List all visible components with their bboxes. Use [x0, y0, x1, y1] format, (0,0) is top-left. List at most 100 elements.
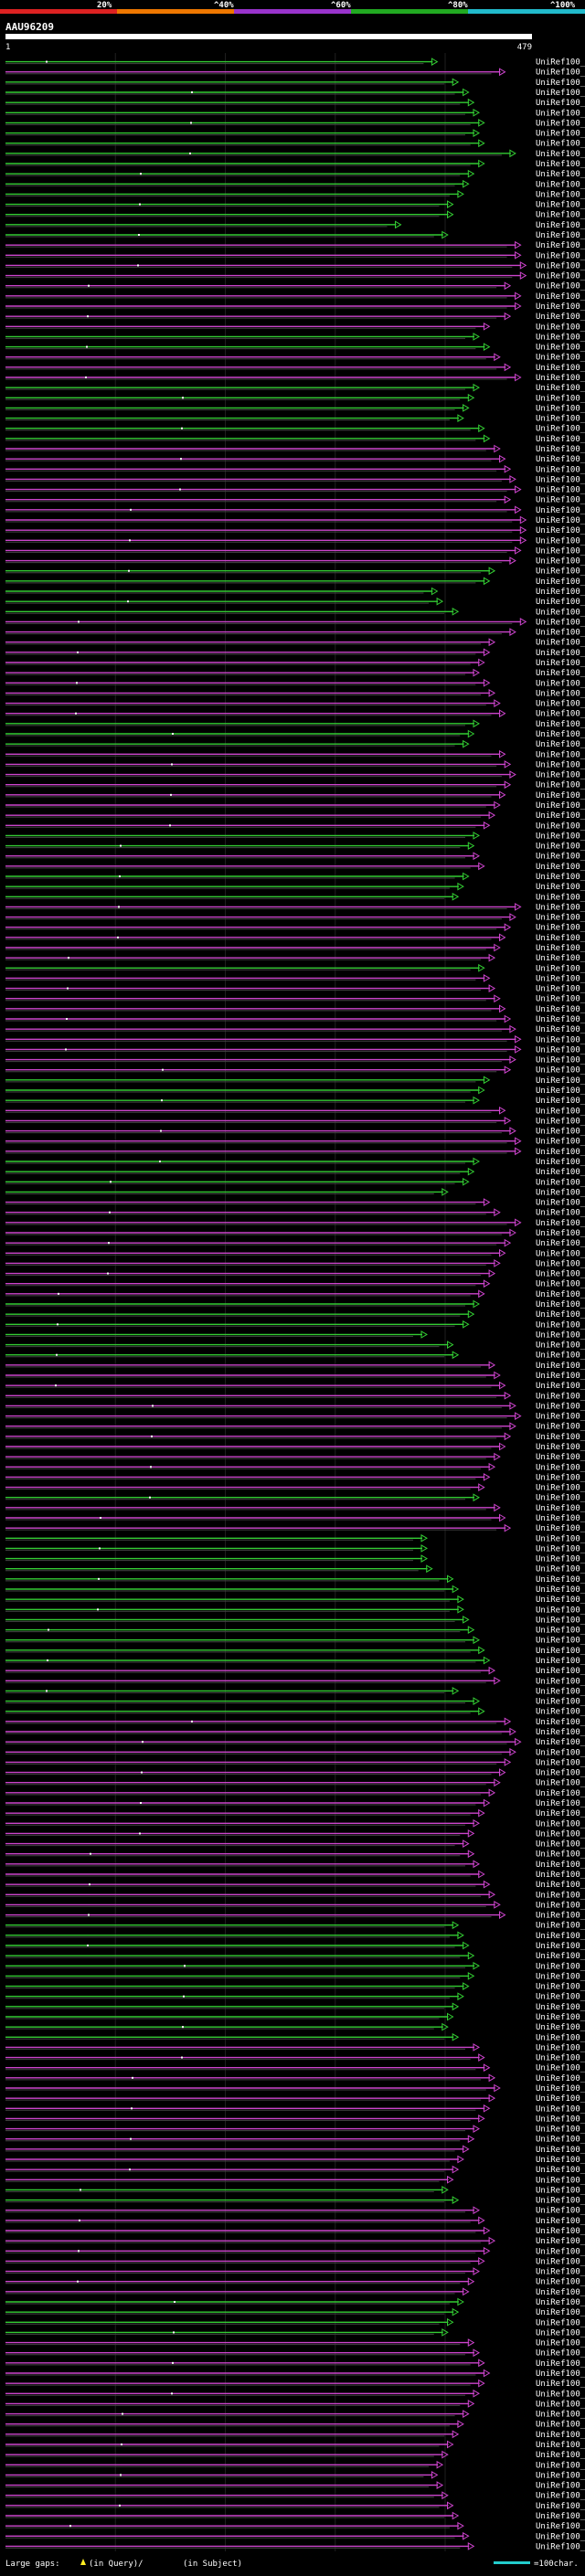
hit-label[interactable]: UniRef100_UP1000... [536, 2451, 585, 2460]
hit-label[interactable]: UniRef100_C6CHM3 [536, 1239, 585, 1248]
hit-label[interactable]: UniRef100_A6VGK1 [536, 2380, 585, 2389]
hit-row[interactable]: UniRef100_P73496 [5, 2348, 585, 2359]
hit-label[interactable]: UniRef100_Q0F940 [536, 1219, 585, 1228]
hit-label[interactable]: UniRef100_B9KX57 [536, 536, 585, 546]
hit-row[interactable]: UniRef100_A9E372 [5, 1901, 585, 1910]
hit-label[interactable]: UniRef100_Q7NAZ3 [536, 1188, 585, 1197]
hit-row[interactable]: UniRef100_C9Q2L6 [5, 1473, 585, 1482]
hit-row[interactable]: UniRef100_C7DBK0 [5, 729, 585, 739]
hit-label[interactable]: UniRef100_B1JS09 [536, 1871, 585, 1880]
hit-label[interactable]: UniRef100_A8PA99 [536, 1423, 585, 1432]
hit-label[interactable]: UniRef100_B0YYU7 [536, 455, 585, 464]
hit-row[interactable]: UniRef100_B1V1W9 [5, 2236, 585, 2246]
hit-label[interactable]: UniRef100_B6XMW9 [536, 1779, 585, 1788]
hit-row[interactable]: UniRef100_D0CTN7 [5, 1004, 585, 1014]
hit-row[interactable]: UniRef100_Q1E0N1 [5, 139, 585, 149]
hit-label[interactable]: UniRef100_C6HZ19 [536, 567, 585, 577]
hit-row[interactable]: UniRef100_Q5F6S7 [5, 2481, 585, 2491]
hit-label[interactable]: UniRef100_A6FVQ5 [536, 1514, 585, 1523]
hit-label[interactable]: UniRef100_B5R6Q2 [536, 2359, 585, 2369]
hit-row[interactable]: UniRef100_Q7RV12 [5, 800, 585, 811]
hit-row[interactable]: UniRef100_Q2U5S9 [5, 475, 585, 484]
hit-row[interactable]: UniRef100_B4PP75 [5, 2491, 585, 2501]
hit-row[interactable]: UniRef100_Q1DRL4 [5, 119, 585, 128]
hit-row[interactable]: UniRef100_UP1000... [5, 903, 585, 912]
hit-label[interactable]: UniRef100_C5BYC8 [536, 1698, 585, 1707]
hit-row[interactable]: UniRef100_UP1000... [5, 2450, 585, 2460]
hit-row[interactable]: UniRef100_Q7QBH8 [5, 108, 585, 118]
hit-label[interactable]: UniRef100_C9Y308 [536, 2166, 585, 2175]
hit-label[interactable]: UniRef100_B1JJW9 [536, 2186, 585, 2195]
hit-label[interactable]: UniRef100_UP1000... [536, 323, 585, 332]
hit-label[interactable]: UniRef100_A4WSZ7 [536, 2156, 585, 2165]
hit-row[interactable]: UniRef100_A3C7M5 [5, 444, 585, 454]
hit-label[interactable]: UniRef100_Q4FJ75 [536, 1819, 585, 1829]
hit-label[interactable]: UniRef100_A6QZQ3 [536, 1565, 585, 1574]
hit-row[interactable]: UniRef100_UP1000... [5, 2460, 585, 2470]
hit-row[interactable]: UniRef100_A1D036 [5, 179, 585, 189]
hit-row[interactable]: UniRef100_B7GC36 [5, 58, 585, 68]
hit-row[interactable]: UniRef100_UP1000... [5, 1666, 585, 1676]
hit-row[interactable]: UniRef100_C2W1B3 [5, 414, 585, 424]
hit-row[interactable]: UniRef100_C4S8H7 [5, 1595, 585, 1605]
hit-label[interactable]: UniRef100_Q5LPH8 [536, 1799, 585, 1808]
hit-row[interactable]: UniRef100_UP1000... [5, 1320, 585, 1330]
hit-label[interactable]: UniRef100_Q9TN02 [536, 954, 585, 963]
hit-label[interactable]: UniRef100_D0CTN7 [536, 1005, 585, 1014]
hit-label[interactable]: UniRef100_C8T5W5 [536, 2268, 585, 2277]
hit-label[interactable]: UniRef100_A3NOK2 [536, 1555, 585, 1564]
hit-label[interactable]: UniRef100_A4BEG3 [536, 2054, 585, 2063]
hit-row[interactable]: UniRef100_A3S9H7 [5, 373, 585, 383]
hit-label[interactable]: UniRef100_UP1000... [536, 1534, 585, 1543]
hit-row[interactable]: UniRef100_C5GMB9 [5, 129, 585, 139]
hit-label[interactable]: UniRef100_C5DFP6 [536, 2207, 585, 2216]
hit-row[interactable]: UniRef100_C6HZ19 [5, 567, 585, 577]
hit-row[interactable]: UniRef100_A5CHM5 [5, 2257, 585, 2266]
hit-row[interactable]: UniRef100_C8T5W5 [5, 2267, 585, 2277]
hit-row[interactable]: UniRef100_Q19KD4 [5, 1452, 585, 1462]
hit-label[interactable]: UniRef100_UP1000... [536, 649, 585, 658]
hit-row[interactable]: UniRef100_UP1000... [5, 2145, 585, 2155]
hit-row[interactable]: UniRef100_B3H1M9 [5, 1544, 585, 1553]
hit-label[interactable]: UniRef100_C5NA15 [536, 1708, 585, 1717]
hit-label[interactable]: UniRef100_A3WZ35 [536, 1300, 585, 1309]
hit-row[interactable]: UniRef100_UP1000... [5, 1676, 585, 1686]
hit-label[interactable]: UniRef100_C5FH15 [536, 99, 585, 108]
hit-label[interactable]: UniRef100_A4YP33 [536, 679, 585, 688]
hit-row[interactable]: UniRef100_Q4FJ75 [5, 1818, 585, 1829]
hit-label[interactable]: UniRef100_C3MI48 [536, 608, 585, 617]
hit-label[interactable]: UniRef100_Q16LL0 [536, 150, 585, 159]
hit-row[interactable]: UniRef100_Q0WTP8 [5, 505, 585, 515]
hit-row[interactable]: UniRef100_C0V929 [5, 363, 585, 373]
hit-label[interactable]: UniRef100_A4G216 [536, 811, 585, 821]
hit-label[interactable]: UniRef100_B9LHJ5 [536, 2217, 585, 2226]
hit-label[interactable]: UniRef100_Q7SFB7 [536, 873, 585, 882]
hit-label[interactable]: UniRef100_UP1000... [536, 1168, 585, 1177]
hit-row[interactable]: UniRef100_UP1000... [5, 240, 585, 250]
hit-label[interactable]: UniRef100_A9KQF4 [536, 2502, 585, 2511]
hit-label[interactable]: UniRef100_A4TY21 [536, 1983, 585, 1992]
hit-label[interactable]: UniRef100_Q1DRL4 [536, 119, 585, 128]
hit-row[interactable]: UniRef100_A1S916 [5, 2317, 585, 2327]
hit-label[interactable]: UniRef100_Q6NYU7 [536, 2094, 585, 2104]
hit-row[interactable]: UniRef100_A1SDC0 [5, 994, 585, 1004]
hit-label[interactable]: UniRef100_Q2QMG3 [536, 282, 585, 292]
hit-row[interactable]: UniRef100_UP1000... [5, 1361, 585, 1371]
hit-label[interactable]: UniRef100_Q2U5S9 [536, 475, 585, 484]
hit-row[interactable]: UniRef100_C6MSM6 [5, 2135, 585, 2145]
hit-row[interactable]: UniRef100_B6QFA7 [5, 464, 585, 474]
hit-label[interactable]: UniRef100_A3SBL3 [536, 1310, 585, 1320]
hit-label[interactable]: UniRef100_B7VVW4 [536, 1891, 585, 1900]
hit-label[interactable]: UniRef100_C6QM39 [536, 669, 585, 678]
hit-label[interactable]: UniRef100_UP1000... [536, 629, 585, 638]
hit-row[interactable]: UniRef100_B5R6Q2 [5, 2359, 585, 2369]
hit-label[interactable]: UniRef100_Q1JEF4 [536, 740, 585, 749]
hit-row[interactable]: UniRef100_B9Z879 [5, 2420, 585, 2430]
hit-label[interactable]: UniRef100_C4QJ29 [536, 1330, 585, 1340]
hit-row[interactable]: UniRef100_A6WN28 [5, 2043, 585, 2052]
hit-label[interactable]: UniRef100_Q07YN4 [536, 1809, 585, 1818]
hit-row[interactable]: UniRef100_A4BEG3 [5, 2053, 585, 2063]
hit-row[interactable]: UniRef100_A4G216 [5, 811, 585, 821]
hit-row[interactable]: UniRef100_Q5LPH8 [5, 1798, 585, 1808]
hit-row[interactable]: UniRef100_A1S5F5 [5, 2002, 585, 2012]
